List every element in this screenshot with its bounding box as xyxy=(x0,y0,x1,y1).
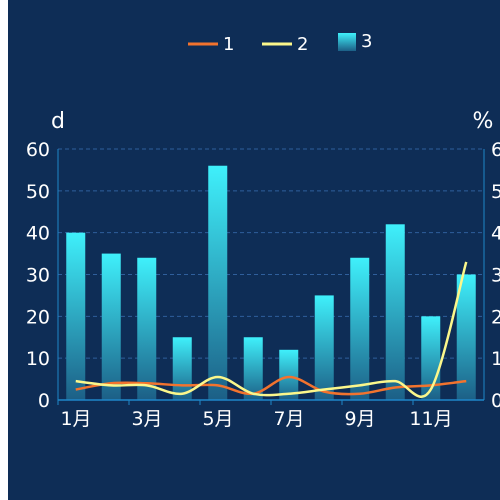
legend: 1 2 3 xyxy=(188,31,372,55)
x-tick-label: 3月 xyxy=(131,408,162,430)
x-tick-label: 9月 xyxy=(344,408,375,430)
y-left-tick-label: 50 xyxy=(26,181,50,203)
bar xyxy=(208,165,228,400)
line-series-1 xyxy=(75,375,467,396)
y-left-tick-label: 60 xyxy=(26,139,50,161)
y-left-tick-label: 40 xyxy=(26,223,50,245)
y-left-tick-label: 30 xyxy=(26,265,50,287)
y-right-tick-label: 4 xyxy=(491,223,500,245)
line-series xyxy=(75,261,468,398)
x-tick-label: 11月 xyxy=(409,408,452,430)
y-left-tick-label: 10 xyxy=(26,348,50,370)
legend-label-2: 2 xyxy=(297,34,308,55)
x-tick-label: 7月 xyxy=(273,408,304,430)
bar-series xyxy=(66,165,476,400)
bar xyxy=(137,257,157,400)
y-right-tick-label: 5 xyxy=(491,181,500,203)
bar xyxy=(66,232,86,400)
y-left-tick-label: 20 xyxy=(26,306,50,328)
legend-swatch-3 xyxy=(338,33,356,51)
bar xyxy=(243,337,263,400)
y-left-unit: d xyxy=(51,109,65,134)
bar xyxy=(350,257,370,400)
bar xyxy=(101,253,121,400)
gridlines xyxy=(58,148,484,359)
line-series-2 xyxy=(75,261,468,398)
y-right-tick-label: 0 xyxy=(491,390,500,412)
bar xyxy=(279,349,299,400)
chart-panel xyxy=(8,0,500,500)
y-right-tick-label: 6 xyxy=(491,139,500,161)
y-right-tick-label: 1 xyxy=(491,348,500,370)
bar xyxy=(314,295,334,400)
legend-label-1: 1 xyxy=(223,34,234,55)
y-right-tick-label: 2 xyxy=(491,306,500,328)
axes: 0 10 20 30 40 50 60 0 1 2 3 4 5 6 d % 1月 3月 5月 7月 9月 11月 xyxy=(26,109,500,430)
y-left-tick-label: 0 xyxy=(38,390,50,412)
legend-label-3: 3 xyxy=(361,31,372,52)
y-right-unit: % xyxy=(473,109,494,134)
x-tick-label: 1月 xyxy=(60,408,91,430)
y-right-tick-label: 3 xyxy=(491,265,500,287)
x-tick-label: 5月 xyxy=(202,408,233,430)
bar xyxy=(385,224,405,400)
bar xyxy=(456,274,476,400)
